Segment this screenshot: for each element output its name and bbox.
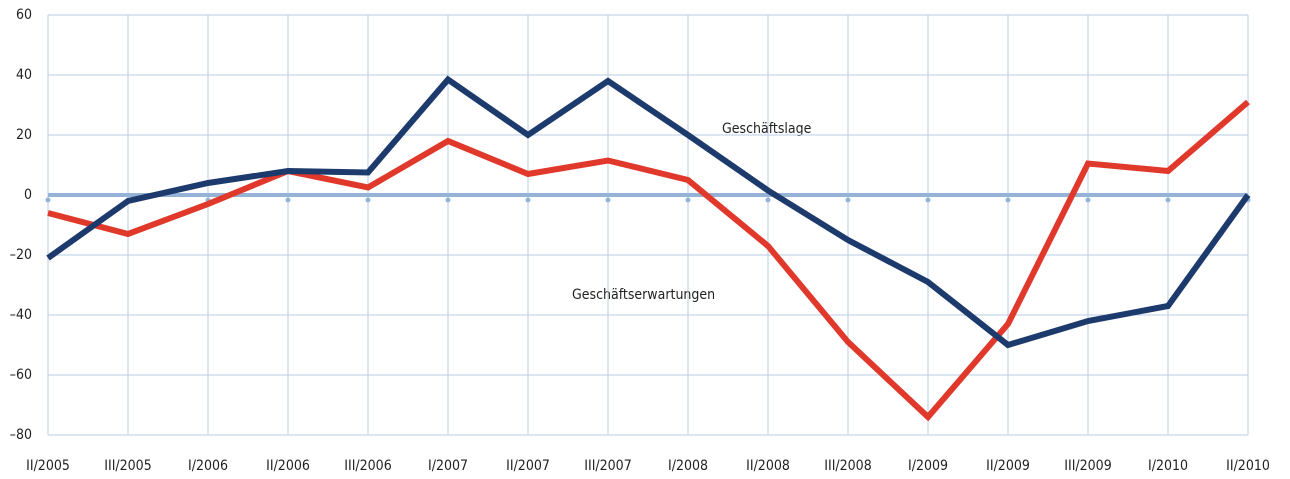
x-tick-label: III/2006 bbox=[344, 458, 391, 474]
x-tick-label: II/2006 bbox=[266, 458, 310, 474]
zero-dot bbox=[845, 197, 851, 203]
zero-dot bbox=[525, 197, 531, 203]
y-tick-label: –60 bbox=[10, 367, 32, 383]
y-tick-label: 60 bbox=[16, 7, 32, 23]
series-line bbox=[47, 99, 1250, 422]
series-label: Geschäftserwartungen bbox=[572, 287, 715, 303]
y-tick-label: 40 bbox=[16, 67, 32, 83]
x-tick-label: III/2008 bbox=[824, 458, 871, 474]
zero-dot bbox=[445, 197, 451, 203]
zero-dot bbox=[1085, 197, 1091, 203]
x-tick-label: II/2008 bbox=[746, 458, 790, 474]
x-tick-label: I/2010 bbox=[1148, 458, 1188, 474]
x-tick-label: I/2008 bbox=[668, 458, 708, 474]
x-tick-label: II/2005 bbox=[26, 458, 70, 474]
series-line bbox=[46, 75, 1251, 349]
x-tick-label: I/2007 bbox=[428, 458, 468, 474]
x-tick-label: II/2009 bbox=[986, 458, 1030, 474]
zero-dot bbox=[605, 197, 611, 203]
zero-dot bbox=[765, 197, 771, 203]
y-tick-label: 0 bbox=[24, 187, 32, 203]
x-tick-label: I/2006 bbox=[188, 458, 228, 474]
zero-dot bbox=[365, 197, 371, 203]
zero-dot bbox=[925, 197, 931, 203]
y-tick-label: –40 bbox=[10, 307, 32, 323]
y-tick-label: –80 bbox=[10, 427, 32, 443]
zero-dot bbox=[45, 197, 51, 203]
x-tick-label: II/2010 bbox=[1226, 458, 1270, 474]
zero-dot bbox=[1165, 197, 1171, 203]
y-tick-label: 20 bbox=[16, 127, 32, 143]
zero-dot bbox=[285, 197, 291, 203]
x-tick-label: III/2009 bbox=[1064, 458, 1111, 474]
x-tick-label: III/2005 bbox=[104, 458, 151, 474]
series-label: Geschäftslage bbox=[722, 121, 812, 137]
y-tick-label: –20 bbox=[10, 247, 32, 263]
zero-dot bbox=[1005, 197, 1011, 203]
x-tick-label: III/2007 bbox=[584, 458, 631, 474]
x-tick-label: II/2007 bbox=[506, 458, 550, 474]
zero-dot bbox=[685, 197, 691, 203]
x-tick-label: I/2009 bbox=[908, 458, 948, 474]
